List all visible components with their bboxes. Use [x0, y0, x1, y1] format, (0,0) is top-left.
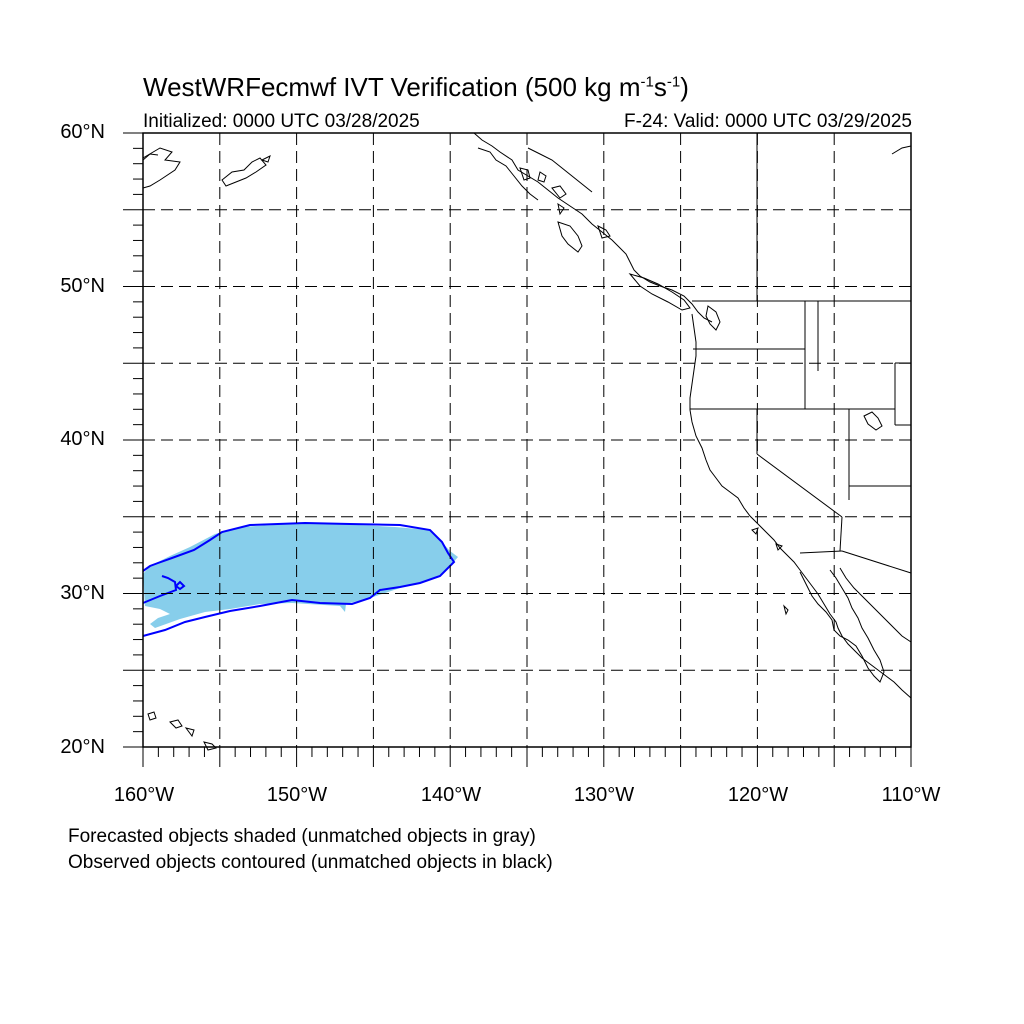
forecast-object: [143, 524, 458, 628]
lat-label-60n: 60°N: [60, 121, 105, 143]
footnote-observed: Observed objects contoured (unmatched ob…: [68, 852, 553, 873]
forecast-object-shading: [143, 524, 458, 628]
lon-label-150w: 150°W: [266, 784, 328, 806]
observed-object-contour: [142, 521, 456, 637]
lon-label-120w: 120°W: [727, 784, 789, 806]
observed-object: [142, 521, 456, 637]
lat-label-30n: 30°N: [60, 582, 105, 604]
lat-label-50n: 50°N: [60, 275, 105, 297]
initialized-label: Initialized: 0000 UTC 03/28/2025: [143, 111, 420, 132]
observed-object-contour-loop: [174, 580, 186, 591]
graticule: [143, 133, 911, 747]
valid-time-label: F-24: Valid: 0000 UTC 03/29/2025: [624, 111, 912, 132]
lat-label-40n: 40°N: [60, 428, 105, 450]
lon-label-140w: 140°W: [420, 784, 482, 806]
lat-label-20n: 20°N: [60, 736, 105, 758]
lon-label-130w: 130°W: [573, 784, 635, 806]
axis-ticks: [123, 132, 912, 767]
footnote-forecast: Forecasted objects shaded (unmatched obj…: [68, 826, 536, 847]
map-frame: [142, 132, 912, 748]
lon-label-110w: 110°W: [881, 784, 941, 806]
political-borders: [690, 133, 912, 574]
lon-label-160w: 160°W: [113, 784, 175, 806]
map-title: WestWRFecmwf IVT Verification (500 kg m-…: [143, 72, 689, 102]
